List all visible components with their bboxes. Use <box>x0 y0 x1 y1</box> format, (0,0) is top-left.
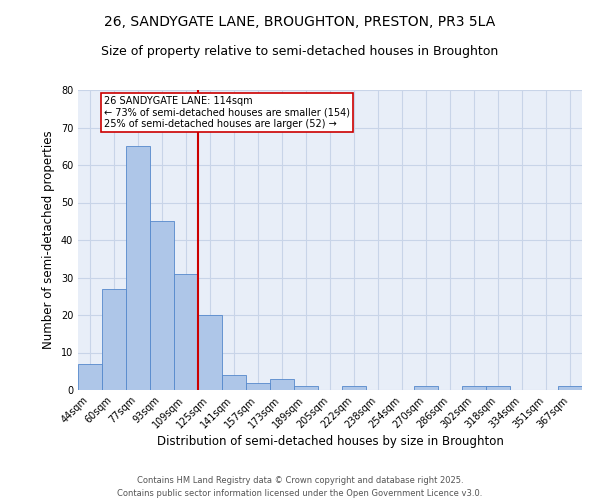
Bar <box>174 274 198 390</box>
Bar <box>126 146 150 390</box>
Text: Contains HM Land Registry data © Crown copyright and database right 2025.
Contai: Contains HM Land Registry data © Crown c… <box>118 476 482 498</box>
Bar <box>78 364 102 390</box>
Bar <box>486 386 510 390</box>
Bar <box>270 379 294 390</box>
Bar <box>294 386 318 390</box>
Bar <box>150 221 174 390</box>
Bar <box>342 386 366 390</box>
Bar <box>246 382 270 390</box>
X-axis label: Distribution of semi-detached houses by size in Broughton: Distribution of semi-detached houses by … <box>157 436 503 448</box>
Y-axis label: Number of semi-detached properties: Number of semi-detached properties <box>42 130 55 350</box>
Text: 26 SANDYGATE LANE: 114sqm
← 73% of semi-detached houses are smaller (154)
25% of: 26 SANDYGATE LANE: 114sqm ← 73% of semi-… <box>104 96 350 129</box>
Text: Size of property relative to semi-detached houses in Broughton: Size of property relative to semi-detach… <box>101 45 499 58</box>
Bar <box>414 386 438 390</box>
Bar <box>222 375 246 390</box>
Bar <box>462 386 486 390</box>
Bar <box>102 289 126 390</box>
Bar <box>558 386 582 390</box>
Bar <box>198 315 222 390</box>
Text: 26, SANDYGATE LANE, BROUGHTON, PRESTON, PR3 5LA: 26, SANDYGATE LANE, BROUGHTON, PRESTON, … <box>104 15 496 29</box>
